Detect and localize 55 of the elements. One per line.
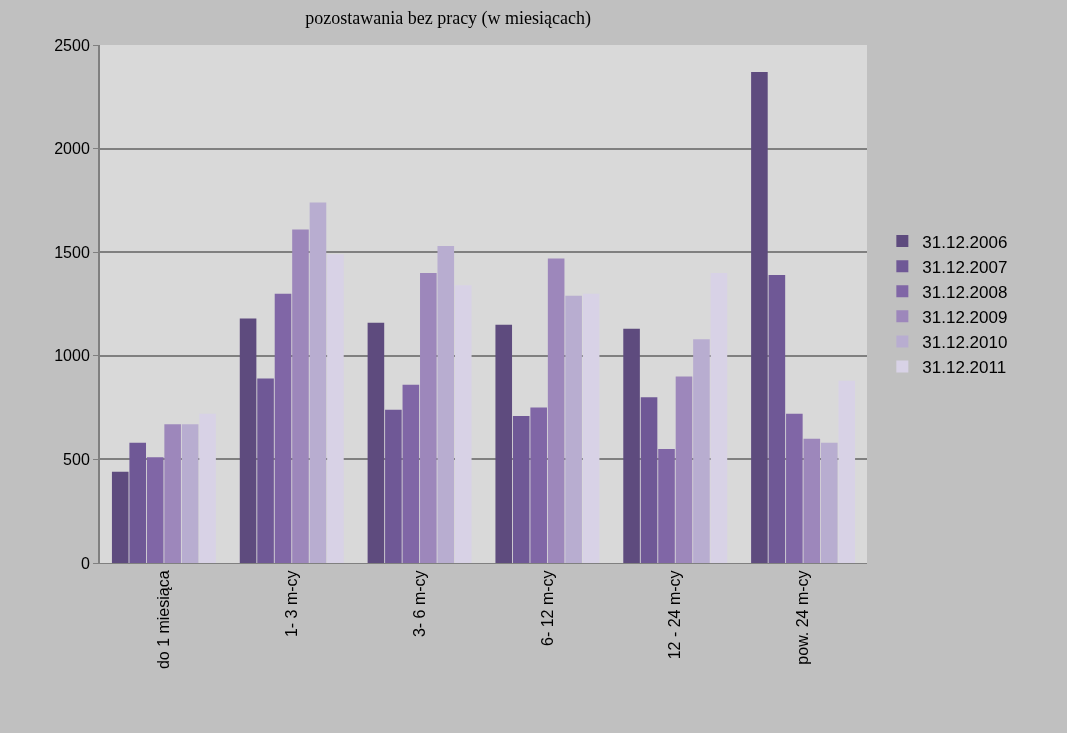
y-tick-label: 2000 bbox=[54, 140, 90, 158]
bar bbox=[181, 424, 199, 563]
bar bbox=[768, 274, 786, 563]
legend-label: 31.12.2006 bbox=[922, 232, 1008, 252]
bar bbox=[582, 293, 600, 563]
bar bbox=[640, 397, 658, 563]
bar bbox=[512, 415, 530, 563]
bar bbox=[199, 413, 216, 563]
bar bbox=[164, 424, 181, 563]
y-tick-label: 0 bbox=[80, 554, 90, 572]
legend-label: 31.12.2011 bbox=[922, 358, 1007, 378]
bar bbox=[495, 324, 513, 563]
x-tick-label: 1- 3 m-cy bbox=[282, 570, 300, 638]
bar bbox=[565, 295, 582, 563]
bar bbox=[658, 449, 675, 563]
legend-label: 31.12.2007 bbox=[922, 257, 1008, 277]
bar bbox=[437, 245, 455, 563]
bar bbox=[309, 202, 327, 563]
bar bbox=[710, 272, 728, 563]
bar bbox=[751, 71, 768, 563]
legend-label: 31.12.2010 bbox=[922, 333, 1008, 353]
bar bbox=[111, 471, 129, 563]
y-tick-label: 2500 bbox=[54, 36, 90, 54]
x-tick-label: do 1 miesiąca bbox=[155, 570, 173, 670]
y-tick-label: 1500 bbox=[54, 243, 90, 261]
legend-label: 31.12.2008 bbox=[922, 282, 1008, 302]
x-tick-label: 3- 6 m-cy bbox=[410, 570, 428, 638]
y-tick-label: 500 bbox=[63, 451, 90, 468]
bar bbox=[820, 442, 838, 563]
bar bbox=[530, 407, 547, 563]
y-tick-label: 1000 bbox=[54, 347, 90, 365]
x-tick-label: pow. 24 m-cy bbox=[794, 570, 812, 665]
bar bbox=[693, 339, 710, 563]
bar bbox=[367, 322, 385, 563]
bar bbox=[292, 229, 309, 563]
bar bbox=[385, 409, 402, 563]
bar bbox=[402, 384, 420, 563]
bar bbox=[257, 378, 274, 563]
bar bbox=[327, 254, 344, 563]
bar bbox=[838, 380, 856, 563]
bar bbox=[675, 376, 693, 563]
x-tick-label: 12 - 24 m-cy bbox=[666, 570, 684, 660]
bar bbox=[129, 442, 147, 563]
bar bbox=[420, 272, 437, 563]
bar bbox=[803, 438, 821, 563]
x-tick-label: 6- 12 m-cy bbox=[538, 570, 556, 646]
bar bbox=[146, 457, 164, 563]
bar bbox=[239, 318, 257, 563]
bar bbox=[274, 293, 292, 563]
bar bbox=[454, 285, 472, 563]
legend-label: 31.12.2009 bbox=[922, 307, 1008, 327]
chart-title: pozostawania bez pracy (w miesiącach) bbox=[305, 7, 592, 29]
bar bbox=[623, 328, 640, 563]
bar bbox=[786, 413, 803, 563]
bar bbox=[547, 258, 565, 563]
